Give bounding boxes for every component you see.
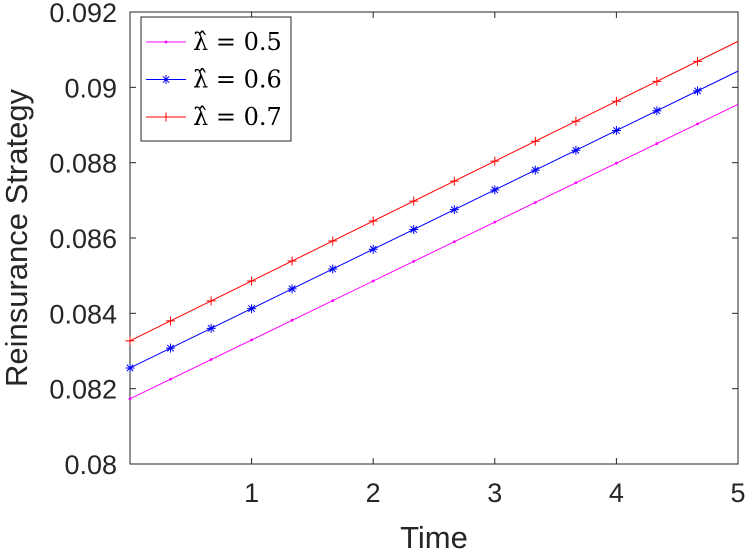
series-2 xyxy=(125,70,739,373)
legend: λ̂ = 0.5 λ̂ = 0.6 λ̂ = 0.7 xyxy=(140,16,292,142)
y-tick-label: 0.092 xyxy=(49,0,117,28)
data-point-asterisk xyxy=(490,185,500,195)
x-axis-ticks: 1 2 3 4 5 xyxy=(244,12,746,508)
legend-label: λ̂ = 0.6 xyxy=(193,66,282,94)
data-point-dot xyxy=(452,240,456,244)
legend-label: λ̂ = 0.7 xyxy=(193,103,282,131)
data-point-plus xyxy=(125,336,135,346)
legend-item: λ̂ = 0.6 xyxy=(146,66,282,94)
data-point-dot xyxy=(574,181,578,185)
series-3 xyxy=(125,40,739,346)
data-point-dot xyxy=(169,377,172,381)
data-point-plus xyxy=(247,276,257,286)
data-point-asterisk xyxy=(287,284,297,294)
x-tick-label: 4 xyxy=(609,478,624,508)
y-tick-label: 0.09 xyxy=(64,73,117,103)
data-point-asterisk xyxy=(206,323,216,333)
series-line xyxy=(129,70,739,369)
data-point-plus xyxy=(490,156,500,166)
data-point-asterisk xyxy=(449,205,459,215)
data-point-plus xyxy=(449,176,459,186)
data-point-plus xyxy=(368,216,378,226)
data-point-asterisk xyxy=(409,224,419,234)
y-tick-label: 0.082 xyxy=(49,375,117,405)
data-point-dot xyxy=(209,358,213,361)
y-axis-title: Reinsurance Strategy xyxy=(0,88,34,387)
data-point-dot xyxy=(493,220,497,224)
y-tick-label: 0.084 xyxy=(49,299,117,329)
series-line xyxy=(129,40,739,342)
data-point-dot xyxy=(371,279,375,283)
data-point-asterisk xyxy=(368,244,378,254)
x-tick-label: 1 xyxy=(244,478,259,508)
x-tick-label: 2 xyxy=(366,478,381,508)
data-point-dot xyxy=(412,259,416,263)
data-point-asterisk xyxy=(125,363,135,373)
data-point-plus xyxy=(693,56,703,66)
x-tick-label: 3 xyxy=(487,478,502,508)
data-point-asterisk xyxy=(161,75,171,84)
data-point-dot xyxy=(331,299,335,303)
data-point-plus xyxy=(165,316,175,326)
legend-item: λ̂ = 0.5 xyxy=(146,28,282,56)
data-point-dot xyxy=(615,161,618,165)
series-1 xyxy=(128,103,739,401)
data-point-dot xyxy=(696,122,699,126)
x-tick-label: 5 xyxy=(730,478,745,508)
data-point-plus xyxy=(611,96,621,106)
data-point-asterisk xyxy=(530,165,540,175)
data-point-asterisk xyxy=(571,145,581,155)
data-point-plus xyxy=(530,136,540,146)
data-point-asterisk xyxy=(328,264,338,274)
data-point-dot xyxy=(533,201,537,204)
data-point-dot xyxy=(290,318,294,322)
data-point-dot xyxy=(164,40,168,44)
data-point-asterisk xyxy=(165,343,175,353)
data-point-plus xyxy=(161,112,171,122)
data-point-asterisk xyxy=(611,125,621,135)
series-layer xyxy=(125,40,739,401)
y-tick-label: 0.086 xyxy=(49,224,117,254)
series-line xyxy=(129,103,739,400)
data-point-plus xyxy=(206,296,216,306)
data-point-plus xyxy=(287,256,297,266)
data-point-plus xyxy=(652,76,662,86)
legend-label: λ̂ = 0.5 xyxy=(193,28,282,56)
data-point-plus xyxy=(328,236,338,246)
data-point-dot xyxy=(128,397,132,401)
data-point-asterisk xyxy=(693,86,703,96)
y-tick-label: 0.088 xyxy=(49,149,117,179)
data-point-dot xyxy=(250,338,254,342)
x-axis-title: Time xyxy=(400,520,468,551)
y-tick-label: 0.08 xyxy=(64,450,117,480)
data-point-asterisk xyxy=(247,304,257,314)
data-point-dot xyxy=(655,142,659,145)
data-point-plus xyxy=(571,116,581,126)
data-point-asterisk xyxy=(652,106,662,116)
legend-item: λ̂ = 0.7 xyxy=(146,103,282,131)
y-axis-ticks: 0.08 0.082 0.084 0.086 0.088 0.09 0.092 xyxy=(49,0,738,480)
data-point-plus xyxy=(409,196,419,206)
